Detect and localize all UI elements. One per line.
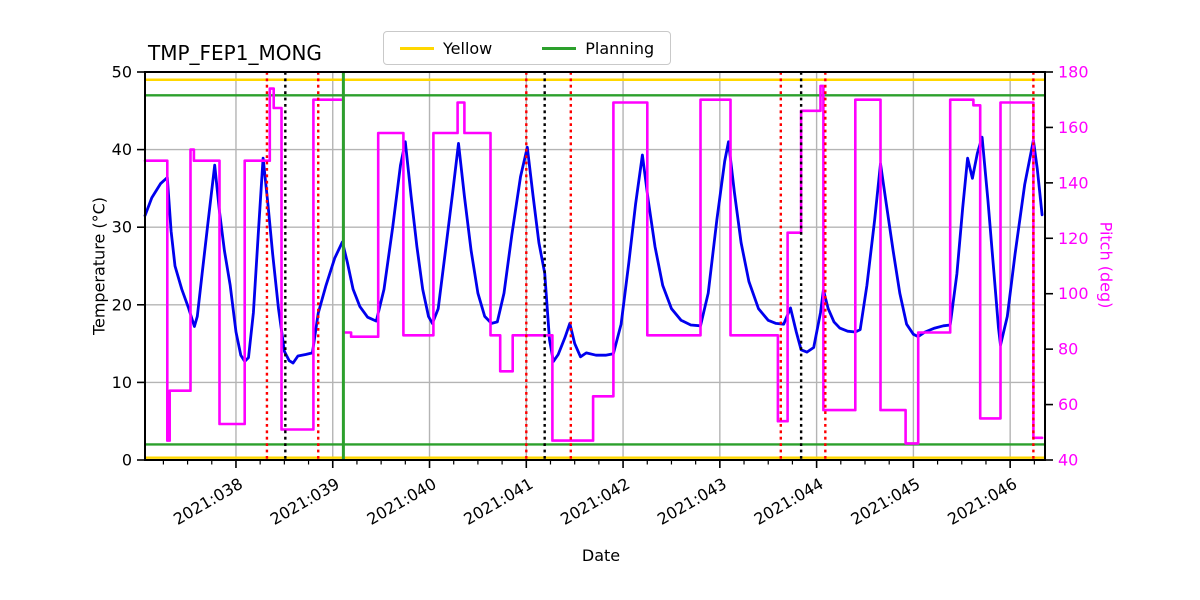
x-axis-label: Date xyxy=(581,546,621,565)
y-right-tick-label: 120 xyxy=(1058,229,1089,248)
pitch-series xyxy=(143,84,1044,445)
yellow-line-swatch xyxy=(400,46,434,50)
x-tick-label: 2021:040 xyxy=(364,474,440,529)
x-tick-label: 2021:045 xyxy=(848,474,924,529)
x-tick-label: 2021:041 xyxy=(460,474,536,529)
y-right-tick-label: 80 xyxy=(1058,340,1078,359)
planning-line-swatch xyxy=(542,46,577,50)
x-tick-label: 2021:043 xyxy=(654,474,730,529)
legend-label-yellow: Yellow xyxy=(443,38,493,58)
x-tick-label: 2021:042 xyxy=(557,474,633,529)
y-left-tick-label: 0 xyxy=(122,451,132,470)
x-tick-label: 2021:038 xyxy=(170,474,246,529)
y-axis-label-left: Temperature (°C) xyxy=(89,196,109,336)
y-right-tick-label: 140 xyxy=(1058,173,1089,192)
y-right-tick-label: 180 xyxy=(1058,63,1089,82)
legend-item-yellow: Yellow xyxy=(400,39,492,58)
y-left-tick-label: 20 xyxy=(112,295,132,314)
y-axis-label-right: Pitch (deg) xyxy=(1096,221,1116,309)
x-tick-label: 2021:044 xyxy=(751,474,827,529)
chart-title: TMP_FEP1_MONG xyxy=(148,41,322,65)
y-left-tick-label: 40 xyxy=(112,140,132,159)
y-right-tick-label: 100 xyxy=(1058,284,1089,303)
y-left-tick-label: 50 xyxy=(112,63,132,82)
y-right-tick-label: 160 xyxy=(1058,118,1089,137)
legend-label-planning: Planning xyxy=(585,38,655,58)
legend-item-planning: Planning xyxy=(542,39,654,58)
y-left-tick-label: 30 xyxy=(112,218,132,237)
axes-spines xyxy=(144,71,1046,461)
legend: Yellow Planning xyxy=(383,31,672,65)
y-right-tick-label: 60 xyxy=(1058,395,1078,414)
x-tick-label: 2021:046 xyxy=(944,474,1020,529)
y-left-tick-label: 10 xyxy=(112,373,132,392)
y-right-tick-label: 40 xyxy=(1058,451,1078,470)
x-tick-label: 2021:039 xyxy=(267,474,343,529)
temperature-series xyxy=(143,135,1044,365)
